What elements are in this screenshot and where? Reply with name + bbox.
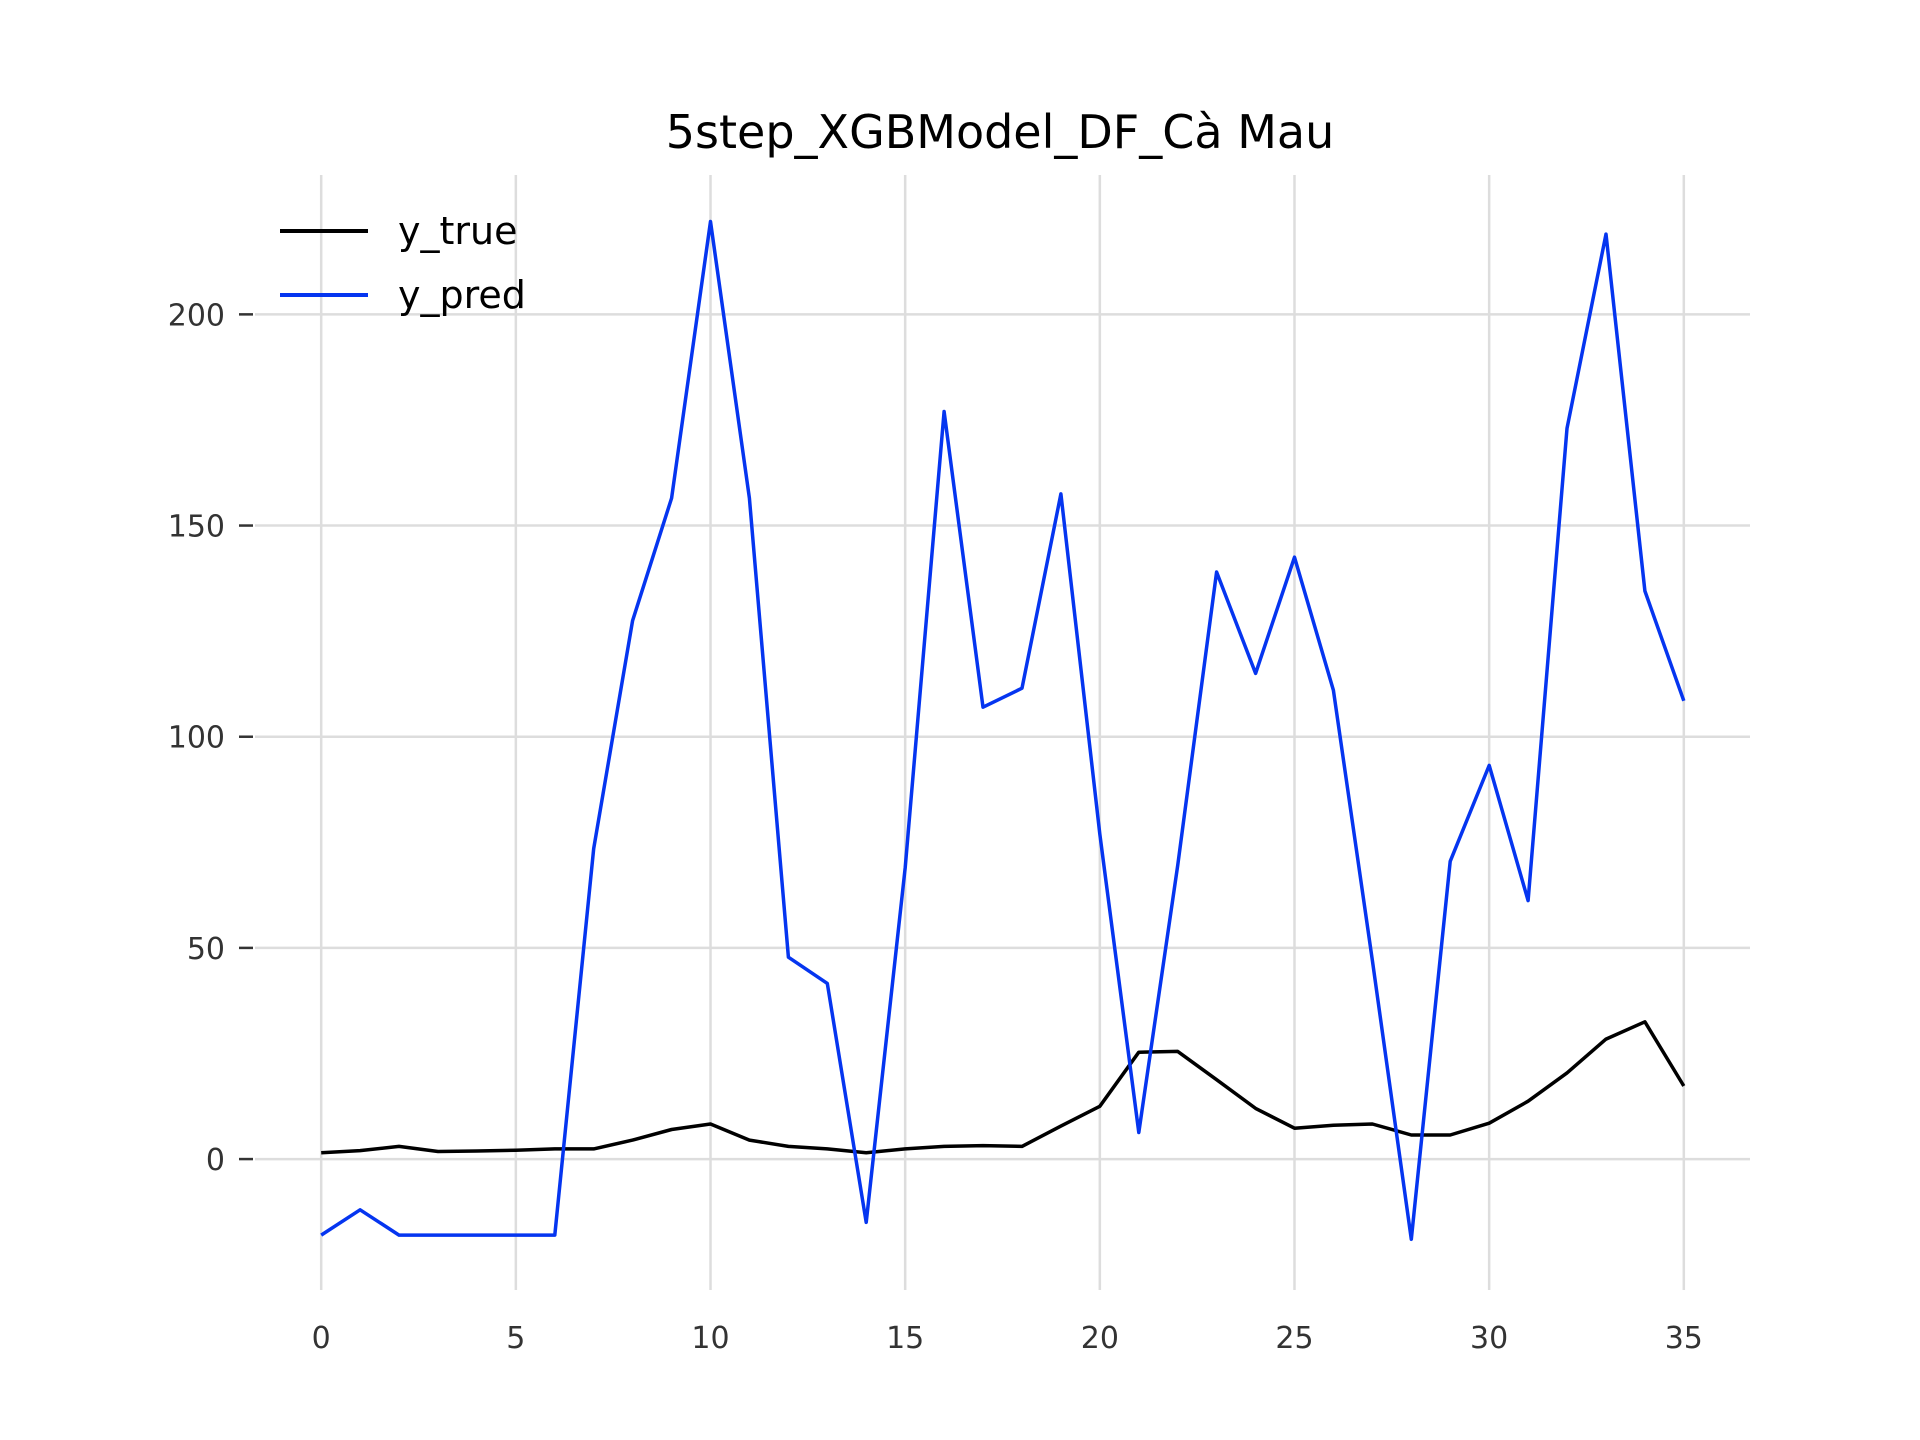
series-layer (320, 219, 1686, 1242)
legend-label-y_pred: y_pred (398, 273, 526, 317)
x-tick-label: 0 (312, 1321, 331, 1356)
x-tick-label: 5 (506, 1321, 525, 1356)
x-axis: 0 5 10 15 20 25 30 35 (312, 1321, 1703, 1356)
x-tick-label: 35 (1665, 1321, 1703, 1356)
y-tick-label: 100 (168, 721, 225, 756)
x-tick-label: 25 (1275, 1321, 1313, 1356)
x-tick-label: 30 (1470, 1321, 1508, 1356)
x-tick-label: 10 (691, 1321, 729, 1356)
x-tick-label: 15 (886, 1321, 924, 1356)
y-axis: 0 50 100 150 200 (168, 298, 253, 1178)
x-tick-label: 20 (1081, 1321, 1119, 1356)
legend: y_true y_pred (280, 209, 526, 317)
y-tick-label: 50 (187, 932, 225, 967)
y-tick-label: 150 (168, 510, 225, 545)
series-line-y_pred (320, 219, 1686, 1242)
legend-label-y_true: y_true (398, 209, 517, 253)
grid (255, 175, 1750, 1290)
series-line-y_true (321, 1020, 1686, 1155)
y-tick-label: 200 (168, 298, 225, 333)
y-tick-label: 0 (206, 1143, 225, 1178)
chart-title: 5step_XGBModel_DF_Cà Mau (666, 105, 1334, 159)
